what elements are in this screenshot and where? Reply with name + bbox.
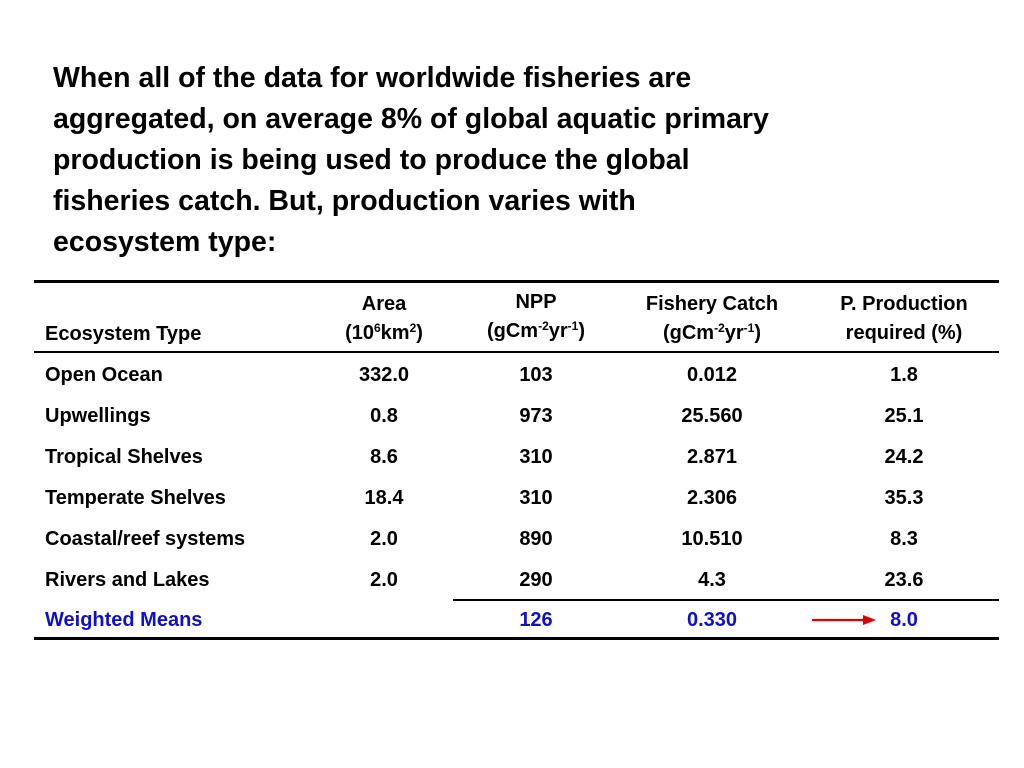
table-cell-production: 35.3 [884,487,924,509]
table-cell-ecosystem: Upwellings [45,405,151,427]
table-cell-production: 1.8 [890,364,918,386]
table-cell-production: 24.2 [884,446,924,468]
table-cell-catch: 2.871 [686,446,738,468]
table-cell-npp: 973 [519,405,553,427]
table-cell-ecosystem: Coastal/reef systems [45,528,246,550]
table-cell-ecosystem: Open Ocean [45,364,163,386]
table-cell-area: 2.0 [370,569,398,591]
header-rule [34,351,999,353]
weighted-means-npp: 126 [519,609,553,631]
table-cell-production: 8.3 [890,528,918,550]
table-cell-area: 2.0 [370,528,398,550]
table-cell-production: 23.6 [884,569,924,591]
table-cell-area: 8.6 [370,446,398,468]
weighted-means-catch: 0.330 [686,609,738,631]
table-cell-ecosystem: Temperate Shelves [45,487,226,509]
table-cell-catch: 2.306 [686,487,738,509]
weighted-means-label: Weighted Means [45,609,203,631]
intro-paragraph: When all of the data for worldwide fishe… [53,62,769,258]
header-fishery-catch: Fishery Catch (gCm-2yr-1) [645,293,779,344]
table-cell-npp: 103 [519,364,553,386]
header-production-required: P. Production required (%) [840,293,968,344]
table-cell-ecosystem: Rivers and Lakes [45,569,210,591]
table-top-rule [34,280,999,283]
header-ecosystem-type: Ecosystem Type [45,323,202,345]
table-cell-area: 332.0 [358,364,410,386]
table-cell-npp: 890 [519,528,553,550]
weighted-means-production: 8.0 [890,609,918,631]
table-cell-npp: 310 [519,446,553,468]
table-cell-area: 0.8 [370,405,398,427]
table-cell-catch: 4.3 [698,569,726,591]
right-arrow-icon [812,615,876,625]
table-cell-npp: 290 [519,569,553,591]
table-cell-npp: 310 [519,487,553,509]
table-cell-catch: 10.510 [681,528,743,550]
header-area: Area (106km2) [345,293,423,344]
table-cell-catch: 25.560 [681,405,743,427]
table-cell-catch: 0.012 [686,364,738,386]
weighted-means-rule [453,599,999,601]
table-cell-area: 18.4 [364,487,404,509]
table-bottom-rule [34,637,999,640]
header-npp: NPP (gCm-2yr-1) [486,291,586,342]
table-cell-ecosystem: Tropical Shelves [45,446,203,468]
table-cell-production: 25.1 [884,405,924,427]
